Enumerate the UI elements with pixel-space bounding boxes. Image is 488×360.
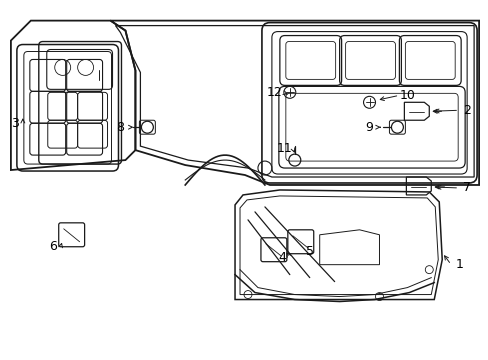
Text: 12: 12	[266, 86, 282, 99]
Text: 10: 10	[399, 89, 414, 102]
Text: 7: 7	[462, 181, 470, 194]
Text: 11: 11	[276, 141, 292, 155]
Text: 4: 4	[277, 251, 285, 264]
Text: 5: 5	[305, 245, 313, 258]
Text: 8: 8	[116, 121, 124, 134]
Text: 6: 6	[49, 240, 57, 253]
Text: 2: 2	[462, 104, 470, 117]
Text: 1: 1	[454, 258, 462, 271]
Text: 3: 3	[11, 117, 19, 130]
Text: 9: 9	[365, 121, 373, 134]
